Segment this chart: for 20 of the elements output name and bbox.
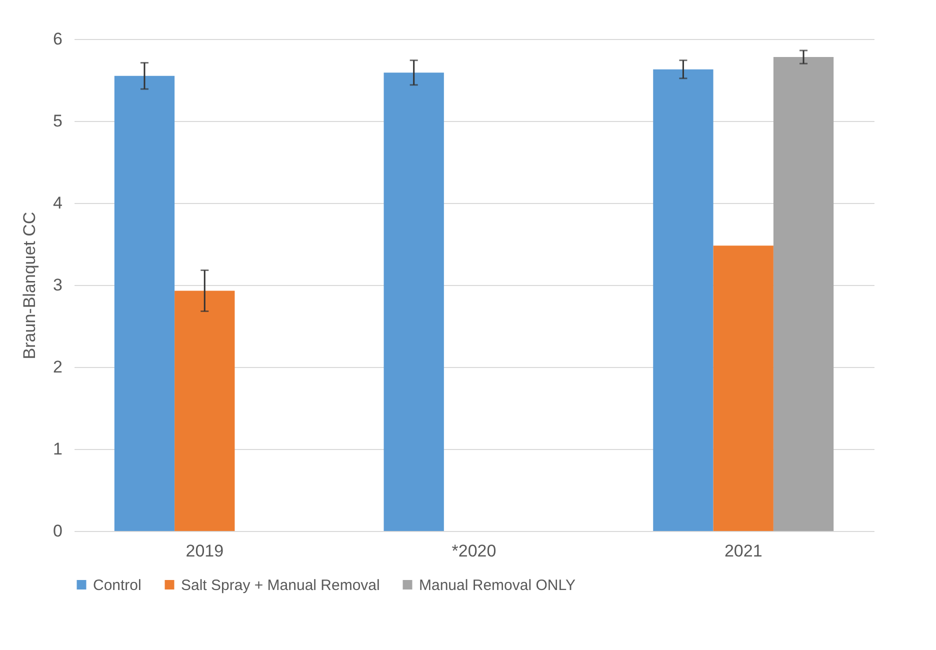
y-axis-title: Braun-Blanquet CC <box>20 212 40 360</box>
bar <box>114 76 175 531</box>
y-tick-label: 1 <box>53 440 62 458</box>
legend-label: Manual Removal ONLY <box>419 576 576 594</box>
y-tick-label: 0 <box>53 522 62 540</box>
bar <box>713 246 774 531</box>
legend-label: Salt Spray + Manual Removal <box>181 576 380 594</box>
x-tick-label: *2020 <box>452 542 496 560</box>
y-tick-label: 4 <box>53 194 62 212</box>
x-tick-label: 2019 <box>186 542 224 560</box>
bar <box>653 69 714 531</box>
y-tick-label: 6 <box>53 30 62 48</box>
y-tick-label: 2 <box>53 358 62 376</box>
bar <box>174 290 235 531</box>
legend-label: Control <box>93 576 142 594</box>
bar <box>773 57 834 531</box>
y-tick-label: 3 <box>53 276 62 294</box>
y-tick-label: 5 <box>53 112 62 130</box>
x-tick-label: 2021 <box>724 542 762 560</box>
bar <box>384 72 444 531</box>
